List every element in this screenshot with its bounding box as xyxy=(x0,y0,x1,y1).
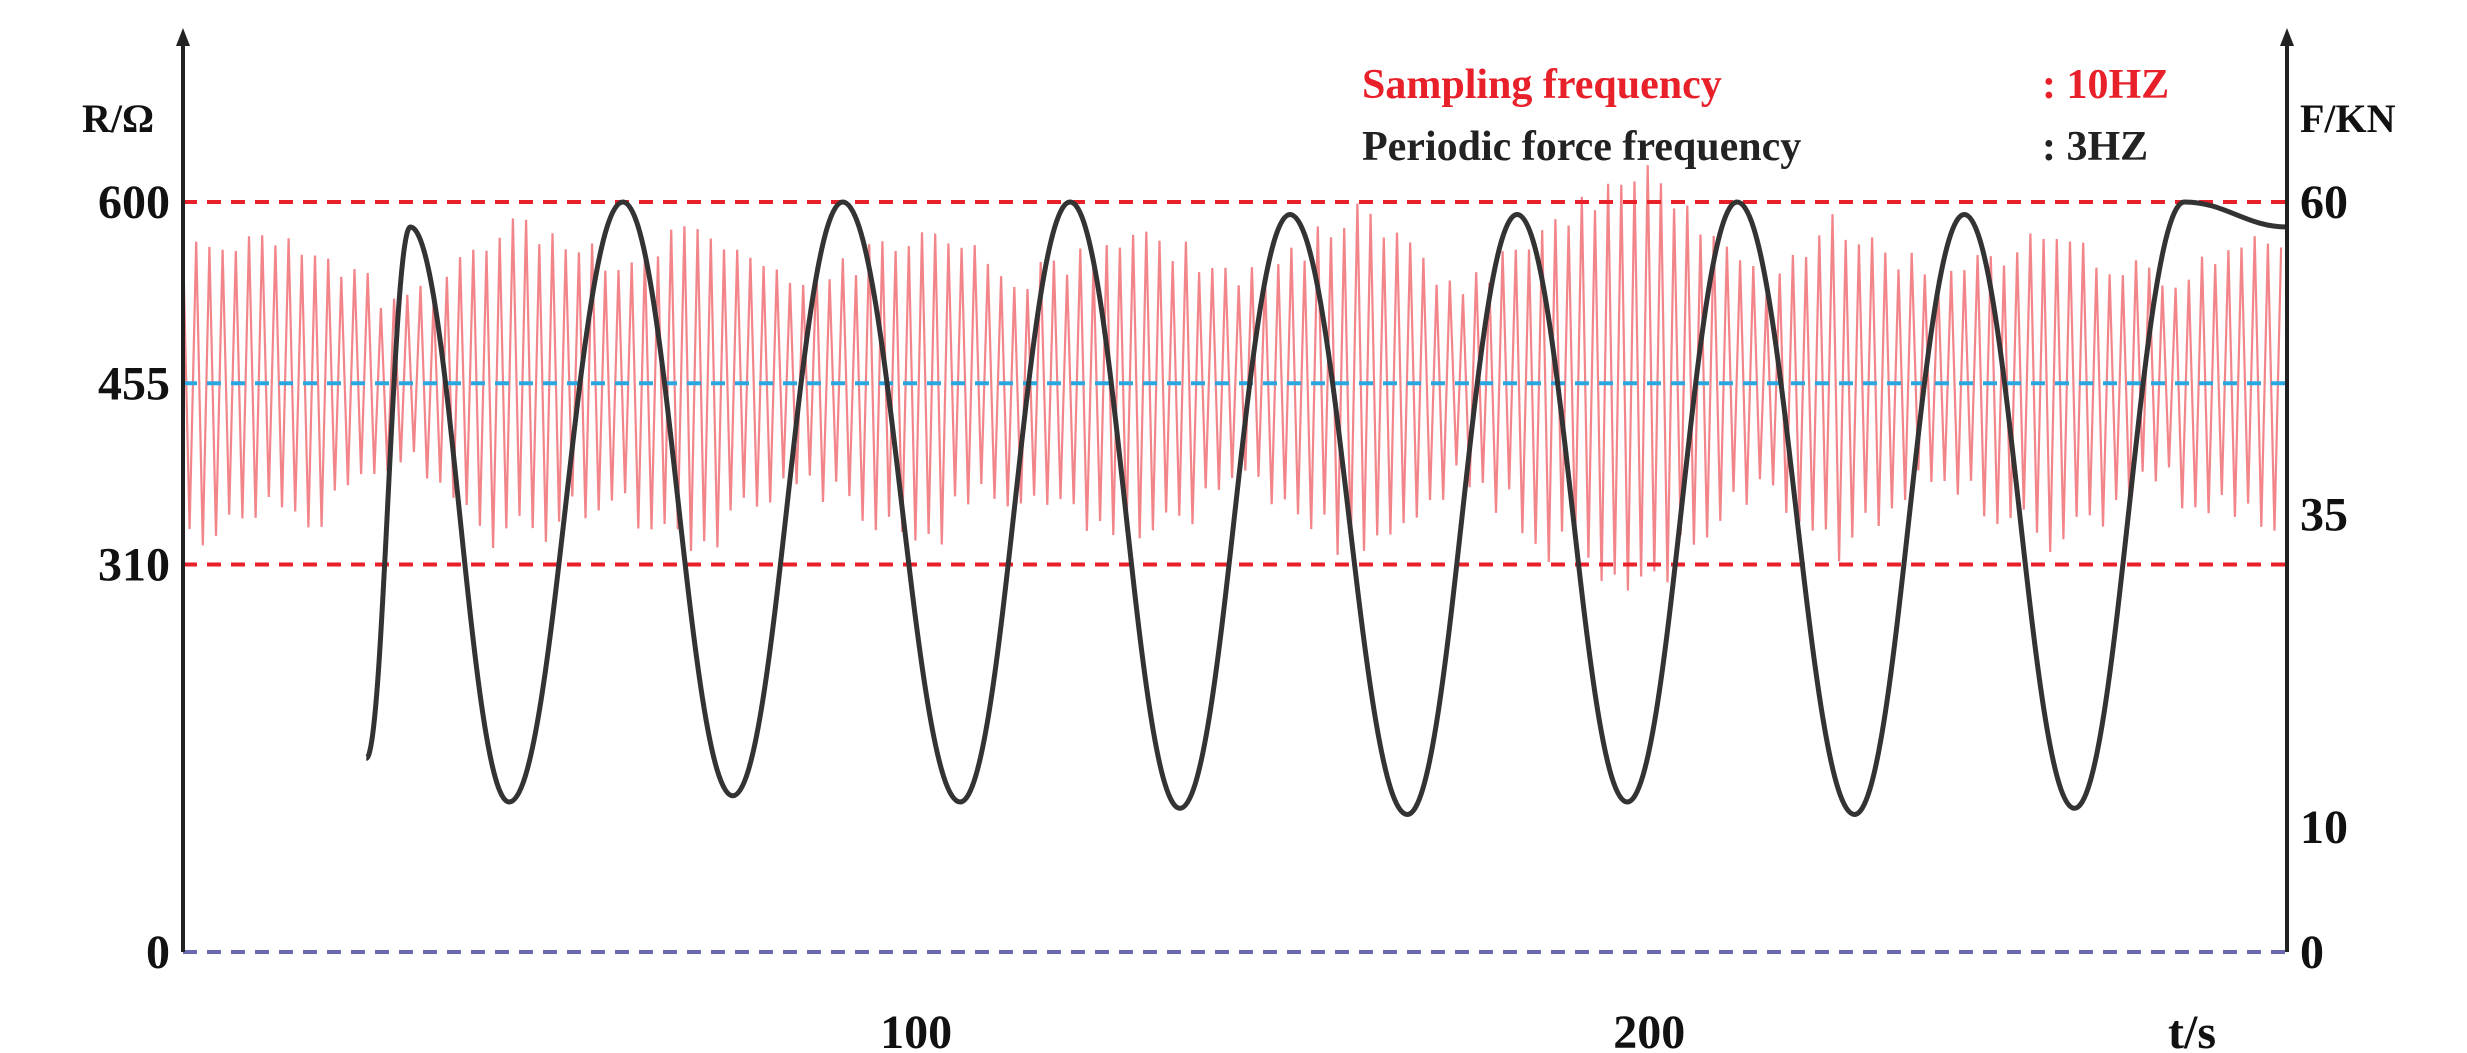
resistance-series xyxy=(181,165,2283,591)
left-axis-label: R/Ω xyxy=(82,96,154,141)
x-tick-100: 100 xyxy=(880,1006,952,1053)
legend-force-label: Periodic force frequency xyxy=(1362,124,1801,170)
legend-sampling-value: : 10HZ xyxy=(2042,62,2169,108)
force-line xyxy=(363,199,2288,818)
left-tick-labels: 0 310 455 600 xyxy=(98,176,170,979)
left-tick-0: 0 xyxy=(146,926,170,979)
right-tick-labels: 0 10 35 60 xyxy=(2300,176,2348,979)
right-axis-arrow xyxy=(2280,28,2294,46)
left-tick-310: 310 xyxy=(98,539,170,592)
legend-force-value: : 3HZ xyxy=(2042,124,2148,170)
reference-lines xyxy=(183,200,2287,954)
legend-sampling-label: Sampling frequency xyxy=(1362,62,1722,108)
right-tick-0: 0 xyxy=(2300,926,2324,979)
resistance-line xyxy=(181,165,2283,591)
left-axis-arrow xyxy=(176,28,190,46)
left-tick-455: 455 xyxy=(98,357,170,410)
legend: Sampling frequency : 10HZ Periodic force… xyxy=(1362,62,2169,170)
x-axis-label: t/s xyxy=(2168,1006,2216,1053)
left-tick-600: 600 xyxy=(98,176,170,229)
x-tick-labels: 100 200 xyxy=(880,1006,1685,1053)
x-tick-200: 200 xyxy=(1613,1006,1685,1053)
right-tick-35: 35 xyxy=(2300,489,2348,542)
right-axis-label: F/KN xyxy=(2300,96,2396,141)
force-series xyxy=(363,199,2288,818)
right-tick-60: 60 xyxy=(2300,176,2348,229)
right-tick-10: 10 xyxy=(2300,801,2348,854)
